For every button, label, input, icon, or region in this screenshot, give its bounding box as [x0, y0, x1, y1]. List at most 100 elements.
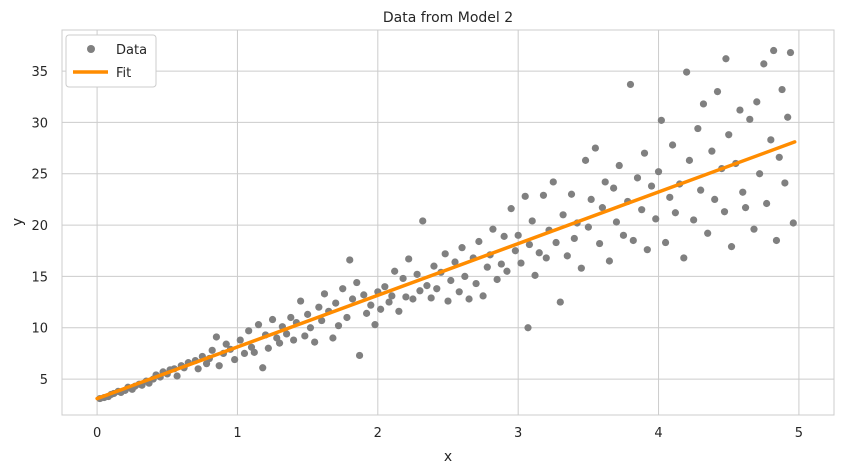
data-point — [451, 258, 459, 266]
data-point — [525, 240, 534, 249]
data-point — [722, 55, 730, 63]
fit-line-layer — [95, 140, 797, 401]
data-point — [570, 234, 578, 243]
data-point — [786, 48, 795, 57]
x-axis-label: x — [444, 449, 452, 465]
data-point — [767, 136, 775, 144]
data-point — [542, 254, 550, 262]
data-point — [584, 223, 592, 231]
data-point — [259, 364, 267, 372]
data-point — [778, 85, 786, 94]
data-point — [306, 324, 315, 332]
data-point — [427, 294, 435, 302]
y-tick-label: 25 — [31, 168, 48, 183]
data-point — [750, 225, 758, 233]
data-point — [668, 141, 677, 149]
data-point — [549, 178, 557, 186]
data-point — [212, 333, 220, 341]
plot-area — [61, 29, 835, 416]
data-point — [465, 295, 473, 303]
data-point — [236, 336, 244, 344]
data-point — [725, 131, 733, 139]
data-point — [346, 256, 354, 264]
data-point — [581, 156, 590, 164]
data-point — [711, 195, 719, 203]
data-point — [605, 257, 614, 265]
data-point — [739, 188, 747, 196]
data-point — [503, 267, 511, 275]
data-point — [647, 182, 656, 190]
data-point — [222, 340, 230, 348]
data-point — [789, 219, 797, 227]
data-point — [413, 270, 421, 278]
data-point — [388, 292, 396, 300]
data-point — [713, 88, 722, 96]
data-point — [458, 244, 466, 252]
x-tick-label: 2 — [374, 426, 382, 441]
data-point — [784, 113, 792, 121]
data-point — [441, 250, 449, 258]
x-tick-label: 3 — [514, 426, 522, 441]
data-point — [763, 199, 771, 208]
data-point — [760, 60, 768, 68]
tick-labels: 0 1 2 3 4 5 5 10 15 20 25 30 35 — [31, 65, 803, 441]
legend-fit-label: Fit — [116, 66, 131, 81]
data-point — [455, 288, 463, 296]
data-point — [483, 263, 491, 271]
data-point — [320, 290, 329, 298]
chart-title: Data from Model 2 — [383, 10, 513, 26]
data-point — [556, 298, 564, 306]
data-point — [395, 307, 403, 315]
data-point — [353, 278, 361, 287]
data-point — [775, 153, 783, 161]
data-point — [629, 236, 637, 245]
data-point — [535, 249, 543, 257]
data-point — [638, 206, 646, 214]
y-tick-label: 20 — [31, 219, 48, 234]
data-point — [416, 287, 424, 295]
data-point — [348, 295, 357, 303]
data-point — [461, 272, 469, 280]
data-point — [377, 305, 385, 313]
data-point — [173, 372, 181, 380]
data-point — [680, 254, 688, 262]
data-point — [741, 204, 750, 212]
data-point — [208, 346, 216, 354]
data-point — [231, 355, 239, 364]
x-tick-label: 1 — [233, 426, 241, 441]
data-point — [282, 330, 291, 338]
data-point — [753, 98, 761, 106]
data-point — [595, 239, 604, 248]
data-point — [287, 313, 295, 322]
data-point — [297, 297, 305, 305]
data-point — [399, 274, 407, 283]
data-point — [756, 170, 764, 178]
data-point — [367, 301, 375, 309]
data-point — [402, 293, 410, 301]
data-point — [567, 190, 576, 198]
data-point — [591, 144, 599, 152]
data-point — [577, 264, 585, 272]
data-point — [654, 168, 663, 176]
data-point — [601, 178, 609, 186]
data-point — [194, 365, 202, 373]
y-tick-label: 15 — [31, 270, 48, 285]
data-point — [391, 267, 399, 275]
data-point — [615, 161, 623, 170]
data-point — [423, 282, 431, 290]
data-point — [521, 192, 529, 200]
data-point — [479, 292, 487, 300]
data-point — [610, 184, 618, 192]
data-point — [430, 262, 438, 270]
data-point — [539, 191, 548, 199]
data-point — [315, 303, 323, 311]
data-point — [311, 338, 319, 346]
data-point — [215, 362, 223, 370]
data-point — [563, 252, 571, 260]
data-point — [652, 215, 660, 223]
data-point — [633, 174, 642, 182]
data-point — [587, 195, 595, 203]
y-tick-label: 10 — [31, 322, 48, 337]
data-point — [690, 216, 698, 224]
